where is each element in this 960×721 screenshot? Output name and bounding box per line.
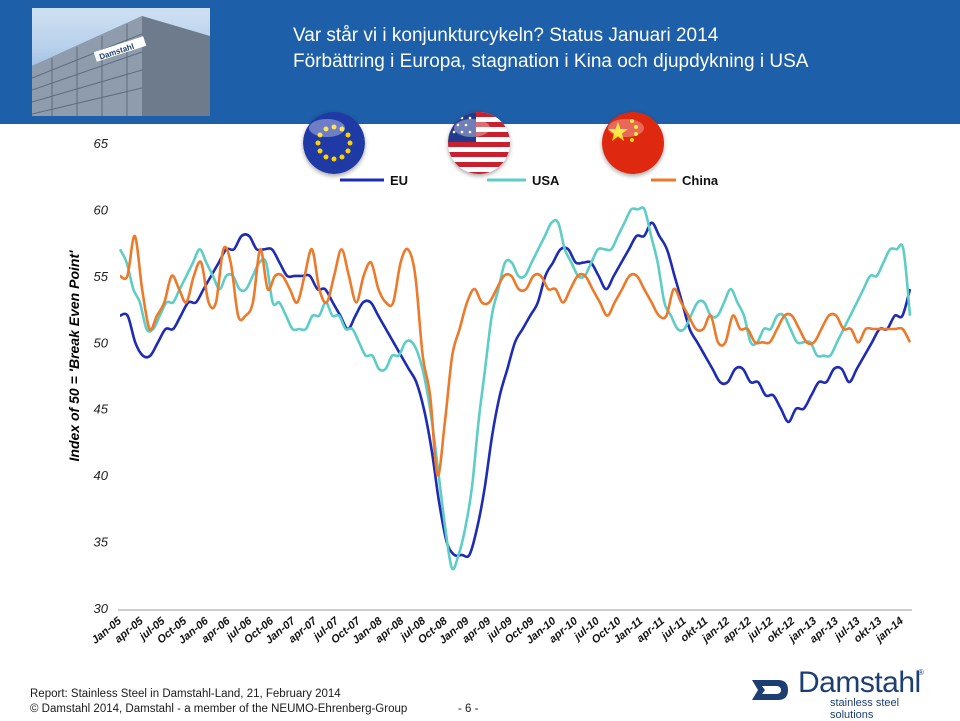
- usa-flag-icon: [448, 112, 510, 174]
- china-flag-icon: [602, 112, 664, 174]
- logo-tagline: stainless steel solutions: [830, 697, 900, 721]
- series-line-eu: [119, 221, 912, 559]
- copyright-text: © Damstahl 2014, Damstahl - a member of …: [30, 703, 408, 715]
- damstahl-logo: Damstahl ® stainless steel solutions: [748, 666, 938, 721]
- y-tick-label: 50: [94, 335, 109, 350]
- y-tick-label: 60: [94, 202, 109, 217]
- legend: EU USA China: [340, 173, 719, 188]
- y-tick-label: 55: [94, 269, 109, 284]
- logo-name: Damstahl: [798, 666, 921, 699]
- y-tick-label: 40: [94, 468, 109, 483]
- series-line-china: [119, 234, 912, 477]
- x-axis: Jan-05apr-05jul-05Oct-05Jan-06apr-06jul-…: [90, 615, 906, 647]
- report-text: Report: Stainless Steel in Damstahl-Land…: [30, 688, 341, 700]
- eu-flag-icon: [303, 112, 365, 174]
- page-subtitle: Förbättring i Europa, stagnation i Kina …: [293, 51, 809, 72]
- y-tick-label: 30: [94, 601, 109, 616]
- building-photo: Damstahl: [32, 8, 210, 116]
- legend-label-usa: USA: [532, 173, 560, 188]
- y-tick-label: 45: [94, 402, 109, 417]
- y-tick-label: 65: [94, 136, 109, 151]
- page-title: Var står vi i konjunkturcykeln? Status J…: [293, 25, 719, 46]
- series-line-usa: [118, 206, 912, 571]
- y-axis: 30 35 40 45 50 55 60 65: [94, 136, 109, 616]
- damstahl-logo-icon: [752, 680, 788, 700]
- legend-label-eu: EU: [390, 173, 408, 188]
- page-number: - 6 -: [458, 703, 479, 715]
- y-tick-label: 35: [94, 535, 109, 550]
- legend-label-china: China: [682, 173, 719, 188]
- registered-mark: ®: [918, 668, 924, 677]
- series-lines: [118, 206, 912, 571]
- header-banner: Damstahl Var står vi i konjunkturcykeln?…: [0, 0, 960, 124]
